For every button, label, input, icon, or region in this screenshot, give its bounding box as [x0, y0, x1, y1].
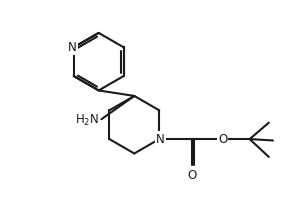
Text: N: N — [156, 133, 165, 146]
Text: O: O — [187, 169, 197, 182]
Text: O: O — [218, 133, 227, 146]
Text: H$_2$N: H$_2$N — [75, 113, 99, 128]
Text: N: N — [68, 41, 77, 54]
